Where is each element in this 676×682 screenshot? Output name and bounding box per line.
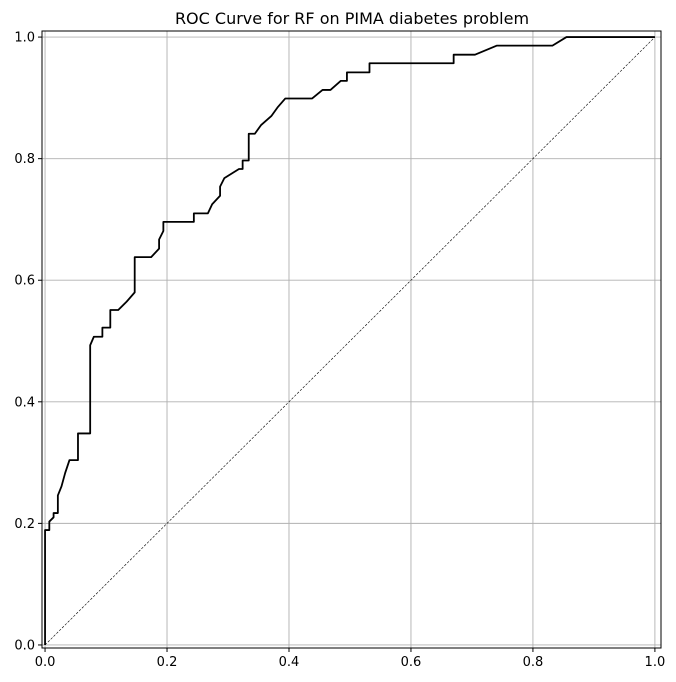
y-tick-label-1: 0.2 (14, 517, 35, 532)
x-tick-label-5: 1.0 (645, 655, 666, 670)
y-tick-label-5: 1.0 (14, 31, 35, 46)
x-tick-label-3: 0.6 (401, 655, 422, 670)
plot-area-frame (41, 30, 662, 649)
y-tick-label-0: 0.0 (14, 638, 35, 653)
x-tick-label-2: 0.4 (279, 655, 300, 670)
y-axis: 0.0 0.2 0.4 0.6 0.8 1.0 (14, 31, 42, 653)
roc-curve-line (44, 36, 655, 645)
x-tick-label-1: 0.2 (157, 655, 178, 670)
x-tick-label-0: 0.0 (35, 655, 56, 670)
x-axis: 0.0 0.2 0.4 0.6 0.8 1.0 (35, 648, 666, 670)
y-tick-label-4: 0.8 (14, 152, 35, 167)
x-tick-label-4: 0.8 (523, 655, 544, 670)
series-layer (44, 36, 656, 646)
chart-title: ROC Curve for RF on PIMA diabetes proble… (175, 9, 529, 28)
diagonal-reference-line (44, 36, 656, 646)
y-tick-label-3: 0.6 (14, 274, 35, 289)
grid-lines (42, 31, 661, 648)
y-tick-label-2: 0.4 (14, 395, 35, 410)
